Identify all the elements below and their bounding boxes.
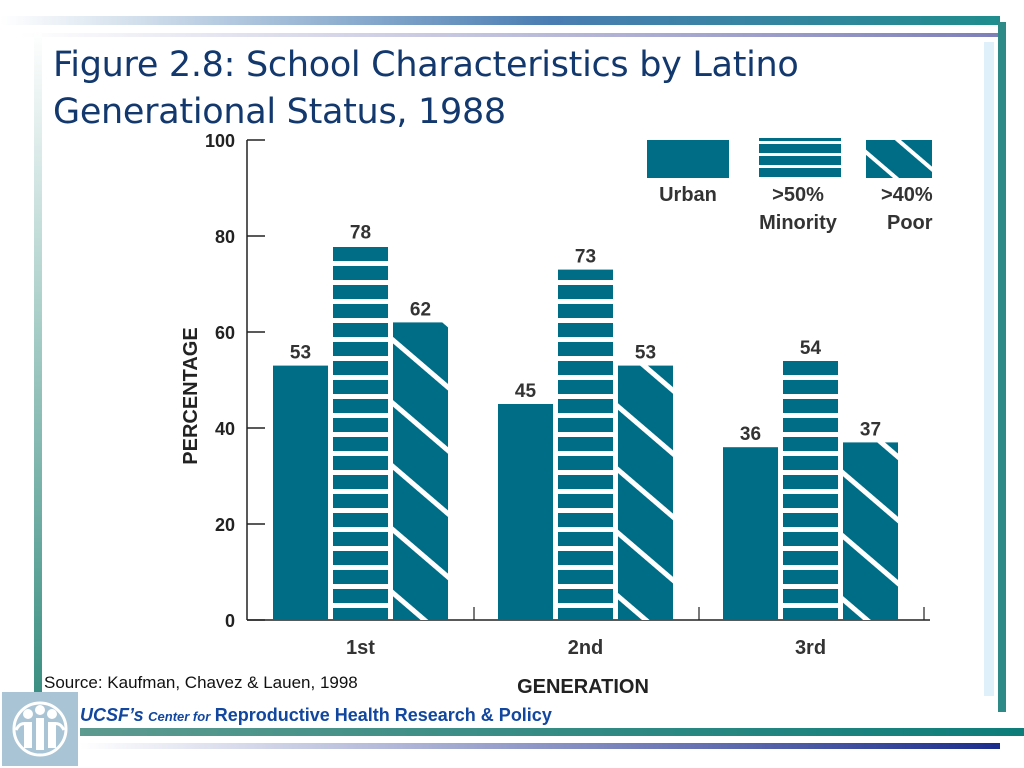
y-axis-label: PERCENTAGE xyxy=(180,327,202,464)
value-labels-layer: 53 78 62 45 73 53 36 54 37 xyxy=(290,223,881,446)
bar-1st-urban xyxy=(273,365,328,620)
legend-label-urban: Urban xyxy=(659,184,717,206)
data-label: 78 xyxy=(350,223,371,244)
source-note: Source: Kaufman, Chavez & Lauen, 1998 xyxy=(44,673,358,692)
slide-title-line1: Figure 2.8: School Characteristics by La… xyxy=(53,45,799,85)
people-figures-logo-icon xyxy=(2,692,78,766)
footer-org: UCSF’s xyxy=(80,705,144,725)
legend-label-poor-line1: >40% xyxy=(881,184,933,206)
legend-label-minority-line1: >50% xyxy=(772,184,824,206)
top-frame-thin-bar xyxy=(20,33,1000,37)
top-frame-bar xyxy=(0,16,1000,25)
legend-label-minority-line2: Minority xyxy=(759,212,838,234)
data-label: 45 xyxy=(515,381,537,402)
y-tick-label: 60 xyxy=(215,323,235,343)
bar-3rd-urban xyxy=(723,447,778,620)
legend: Urban >50% Minority >40% Poor xyxy=(647,138,933,234)
category-labels-layer: 1st 2nd 3rd xyxy=(346,637,826,659)
bars-layer xyxy=(273,245,898,620)
legend-swatch-poor xyxy=(866,140,932,178)
footer-program: Reproductive Health Research & Policy xyxy=(214,705,552,725)
bar-1st-40-poor xyxy=(393,322,448,620)
bar-2nd-50-minority xyxy=(558,269,613,620)
y-tick-label: 80 xyxy=(215,227,235,247)
data-label: 62 xyxy=(410,299,431,320)
data-label: 53 xyxy=(635,343,656,364)
data-label: 53 xyxy=(290,343,311,364)
bar-3rd-40-poor xyxy=(843,442,898,620)
x-axis-label: GENERATION xyxy=(517,676,649,698)
bar-3rd-50-minority xyxy=(783,360,838,620)
slide-title-line2: Generational Status, 1988 xyxy=(53,92,506,132)
right-frame-light-bar xyxy=(984,42,994,696)
footer-credit: UCSF’s Center for Reproductive Health Re… xyxy=(80,705,552,726)
right-frame-bar xyxy=(998,22,1006,712)
footer-center-for: Center for xyxy=(148,709,211,724)
slide-title: Figure 2.8: School Characteristics by La… xyxy=(53,42,893,136)
data-label: 36 xyxy=(740,424,761,445)
data-label: 73 xyxy=(575,247,596,268)
y-tick-label: 40 xyxy=(215,419,235,439)
bar-1st-50-minority xyxy=(333,245,388,620)
y-tick-label: 0 xyxy=(225,611,235,631)
bar-2nd-40-poor xyxy=(618,365,673,620)
y-tick-label: 20 xyxy=(215,515,235,535)
legend-label-poor-line2: Poor xyxy=(887,212,933,234)
y-axis-ticks: 0 20 40 60 80 100 xyxy=(205,131,265,631)
bottom-frame-thin-bar xyxy=(80,743,1000,749)
data-label: 37 xyxy=(860,419,881,440)
legend-swatch-urban xyxy=(647,140,729,178)
left-frame-bar xyxy=(34,30,42,692)
x-tick-label: 1st xyxy=(346,637,375,659)
x-tick-label: 3rd xyxy=(795,637,826,659)
y-tick-label: 100 xyxy=(205,131,235,151)
x-tick-label: 2nd xyxy=(568,637,604,659)
legend-swatch-minority xyxy=(759,138,841,178)
bottom-frame-bar xyxy=(80,728,1024,736)
bar-2nd-urban xyxy=(498,404,553,620)
data-label: 54 xyxy=(800,338,822,359)
x-axis-ticks xyxy=(473,607,925,620)
